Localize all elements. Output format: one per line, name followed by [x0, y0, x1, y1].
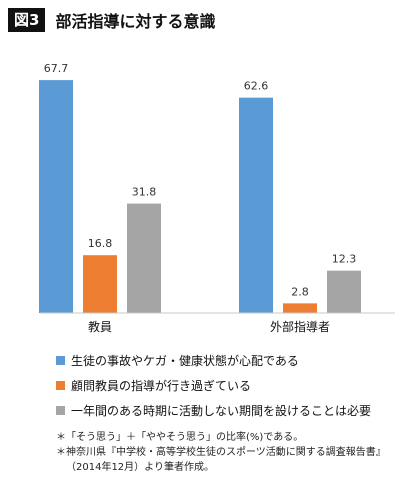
legend-swatch-blue [56, 355, 65, 365]
legend-label: 顧問教員の指導が行き過ぎている [71, 378, 252, 393]
value-label-teachers-rest-period: 31.8 [132, 186, 157, 199]
bar-external-coaches-excessive-coaching [283, 303, 317, 313]
category-label-external-coaches: 外部指導者 [270, 319, 330, 334]
legend-label: 一年間のある時期に活動しない期間を設けることは必要 [71, 403, 372, 418]
category-label-teachers: 教員 [88, 319, 112, 334]
legend-label: 生徒の事故やケガ・健康状態が心配である [71, 353, 299, 368]
legend-item-worry-injury: 生徒の事故やケガ・健康状態が心配である [56, 350, 371, 370]
value-label-teachers-excessive-coaching: 16.8 [88, 237, 113, 250]
bar-external-coaches-worry-injury [239, 97, 273, 313]
legend-item-excessive-coaching: 顧問教員の指導が行き過ぎている [56, 375, 371, 395]
bar-teachers-excessive-coaching [83, 255, 117, 313]
legend: 生徒の事故やケガ・健康状態が心配である 顧問教員の指導が行き過ぎている 一年間の… [56, 350, 371, 425]
legend-item-rest-period: 一年間のある時期に活動しない期間を設けることは必要 [56, 400, 371, 420]
bar-teachers-rest-period [127, 203, 161, 313]
figure-title: 部活指導に対する意識 [55, 12, 216, 31]
footnote-source: ＊神奈川県『中学校・高等学校生徒のスポーツ活動に関する調査報告書』 [56, 447, 386, 458]
figure-header: 図3 部活指導に対する意識 [8, 8, 215, 32]
value-label-external-coaches-worry-injury: 62.6 [244, 80, 269, 93]
footnotes: ＊「そう思う」＋「ややそう思う」の比率(%)である。 ＊神奈川県『中学校・高等学… [56, 430, 386, 475]
bar-external-coaches-rest-period [327, 270, 361, 313]
bar-chart: 67.7 16.8 31.8 62.6 2.8 12.3 教員 外部指導者 [39, 62, 395, 334]
figure-number-badge: 図3 [8, 8, 46, 32]
footnote-ratio: ＊「そう思う」＋「ややそう思う」の比率(%)である。 [56, 432, 304, 443]
value-label-external-coaches-rest-period: 12.3 [332, 253, 357, 266]
legend-swatch-orange [56, 380, 65, 390]
value-label-external-coaches-excessive-coaching: 2.8 [291, 285, 309, 298]
footnote-source-date: （2014年12月）より筆者作成。 [66, 462, 214, 473]
legend-swatch-gray [56, 405, 65, 415]
value-label-teachers-worry-injury: 67.7 [44, 62, 69, 75]
bar-teachers-worry-injury [39, 80, 73, 313]
bar-group: 67.7 16.8 31.8 62.6 2.8 12.3 [39, 62, 361, 313]
